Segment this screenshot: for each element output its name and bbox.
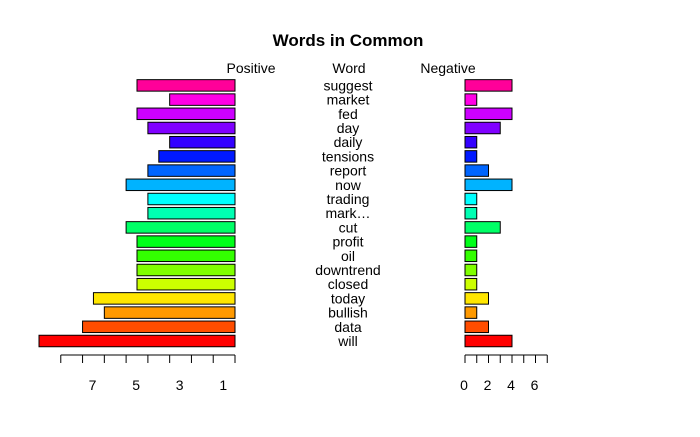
positive-bar-18 bbox=[136, 79, 236, 92]
word-label: mark… bbox=[325, 205, 370, 221]
positive-bar-2 bbox=[103, 306, 236, 319]
word-label: suggest bbox=[323, 77, 372, 93]
negative-tick-label: 6 bbox=[531, 377, 539, 393]
positive-tick-label: 7 bbox=[89, 377, 97, 393]
negative-bar-6 bbox=[464, 249, 478, 263]
positive-bar-11 bbox=[125, 178, 236, 192]
positive-tick-label: 1 bbox=[219, 377, 227, 393]
negative-bar-2 bbox=[464, 306, 478, 319]
word-label: day bbox=[337, 120, 360, 136]
word-label: oil bbox=[341, 248, 355, 264]
positive-bar-14 bbox=[169, 135, 236, 149]
positive-header: Positive bbox=[226, 60, 275, 76]
negative-bar-7 bbox=[464, 235, 478, 248]
positive-bar-16 bbox=[136, 107, 236, 121]
word-label: trading bbox=[327, 191, 370, 207]
positive-bar-15 bbox=[147, 121, 236, 135]
word-label: today bbox=[331, 290, 365, 306]
word-label: downtrend bbox=[315, 262, 380, 278]
positive-bar-12 bbox=[147, 164, 236, 177]
positive-bar-10 bbox=[147, 192, 236, 206]
negative-bar-17 bbox=[464, 93, 478, 106]
negative-tick-label: 4 bbox=[507, 377, 515, 393]
positive-bar-6 bbox=[136, 249, 236, 263]
positive-bar-1 bbox=[82, 320, 236, 334]
word-labels: willdatabullishtodaycloseddowntrendoilpr… bbox=[315, 77, 380, 349]
negative-bar-14 bbox=[464, 135, 478, 149]
negative-bar-0 bbox=[464, 334, 513, 348]
positive-bars bbox=[38, 79, 236, 348]
negative-bar-10 bbox=[464, 192, 478, 206]
word-label: now bbox=[335, 177, 362, 193]
negative-bars bbox=[464, 79, 513, 348]
negative-tick-label: 2 bbox=[484, 377, 492, 393]
positive-bar-5 bbox=[136, 263, 236, 277]
word-label: data bbox=[334, 319, 361, 335]
positive-bar-13 bbox=[158, 150, 236, 163]
negative-bar-5 bbox=[464, 263, 478, 277]
negative-bar-4 bbox=[464, 277, 478, 291]
negative-bar-9 bbox=[464, 206, 478, 220]
negative-bar-3 bbox=[464, 292, 489, 305]
negative-header: Negative bbox=[420, 60, 475, 76]
word-header: Word bbox=[332, 60, 365, 76]
word-label: cut bbox=[339, 219, 358, 235]
positive-bar-9 bbox=[147, 206, 236, 220]
word-label: tensions bbox=[322, 148, 374, 164]
positive-bar-17 bbox=[169, 93, 236, 106]
chart-title: Words in Common bbox=[273, 31, 424, 50]
word-label: bullish bbox=[328, 305, 368, 321]
word-label: market bbox=[327, 92, 370, 108]
negative-bar-12 bbox=[464, 164, 489, 177]
positive-axis: 7 5 3 1 bbox=[60, 354, 236, 393]
negative-bar-8 bbox=[464, 221, 501, 234]
word-label: report bbox=[330, 163, 367, 179]
negative-bar-18 bbox=[464, 79, 513, 92]
word-label: fed bbox=[338, 106, 357, 122]
positive-bar-7 bbox=[136, 235, 236, 248]
negative-bar-15 bbox=[464, 121, 501, 135]
positive-tick-label: 5 bbox=[132, 377, 140, 393]
positive-bar-0 bbox=[38, 334, 236, 348]
positive-bar-3 bbox=[92, 292, 236, 305]
negative-bar-13 bbox=[464, 150, 478, 163]
word-label: will bbox=[337, 333, 357, 349]
positive-bar-8 bbox=[125, 221, 236, 234]
positive-bar-4 bbox=[136, 277, 236, 291]
negative-bar-16 bbox=[464, 107, 513, 121]
negative-bar-11 bbox=[464, 178, 513, 192]
word-label: closed bbox=[328, 276, 368, 292]
word-label: profit bbox=[332, 234, 363, 250]
word-label: daily bbox=[334, 134, 363, 150]
positive-tick-label: 3 bbox=[176, 377, 184, 393]
negative-bar-1 bbox=[464, 320, 489, 334]
negative-tick-label: 0 bbox=[460, 377, 468, 393]
